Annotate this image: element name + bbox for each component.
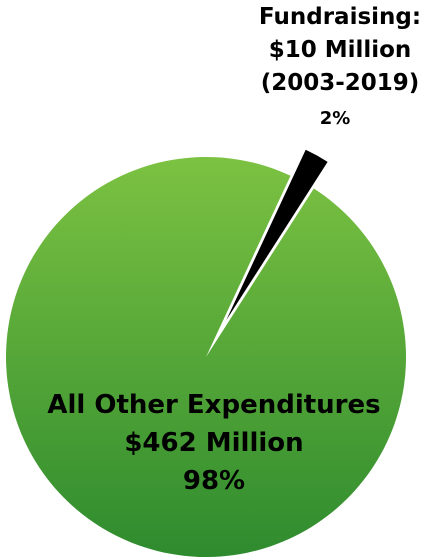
fundraising-label-line-2: $10 Million xyxy=(269,37,412,63)
other-expenditures-label-line-1: All Other Expenditures xyxy=(47,390,380,420)
fundraising-label-line-1: Fundraising: xyxy=(259,4,421,30)
pie-slice-fundraising xyxy=(226,149,328,321)
fundraising-percent-label: 2% xyxy=(320,108,351,129)
pie-slice-other-expenditures xyxy=(6,157,407,557)
fundraising-label-line-3: (2003-2019) xyxy=(261,70,420,96)
other-expenditures-label-line-2: $462 Million xyxy=(124,428,303,458)
other-expenditures-percent-label: 98% xyxy=(183,466,245,496)
